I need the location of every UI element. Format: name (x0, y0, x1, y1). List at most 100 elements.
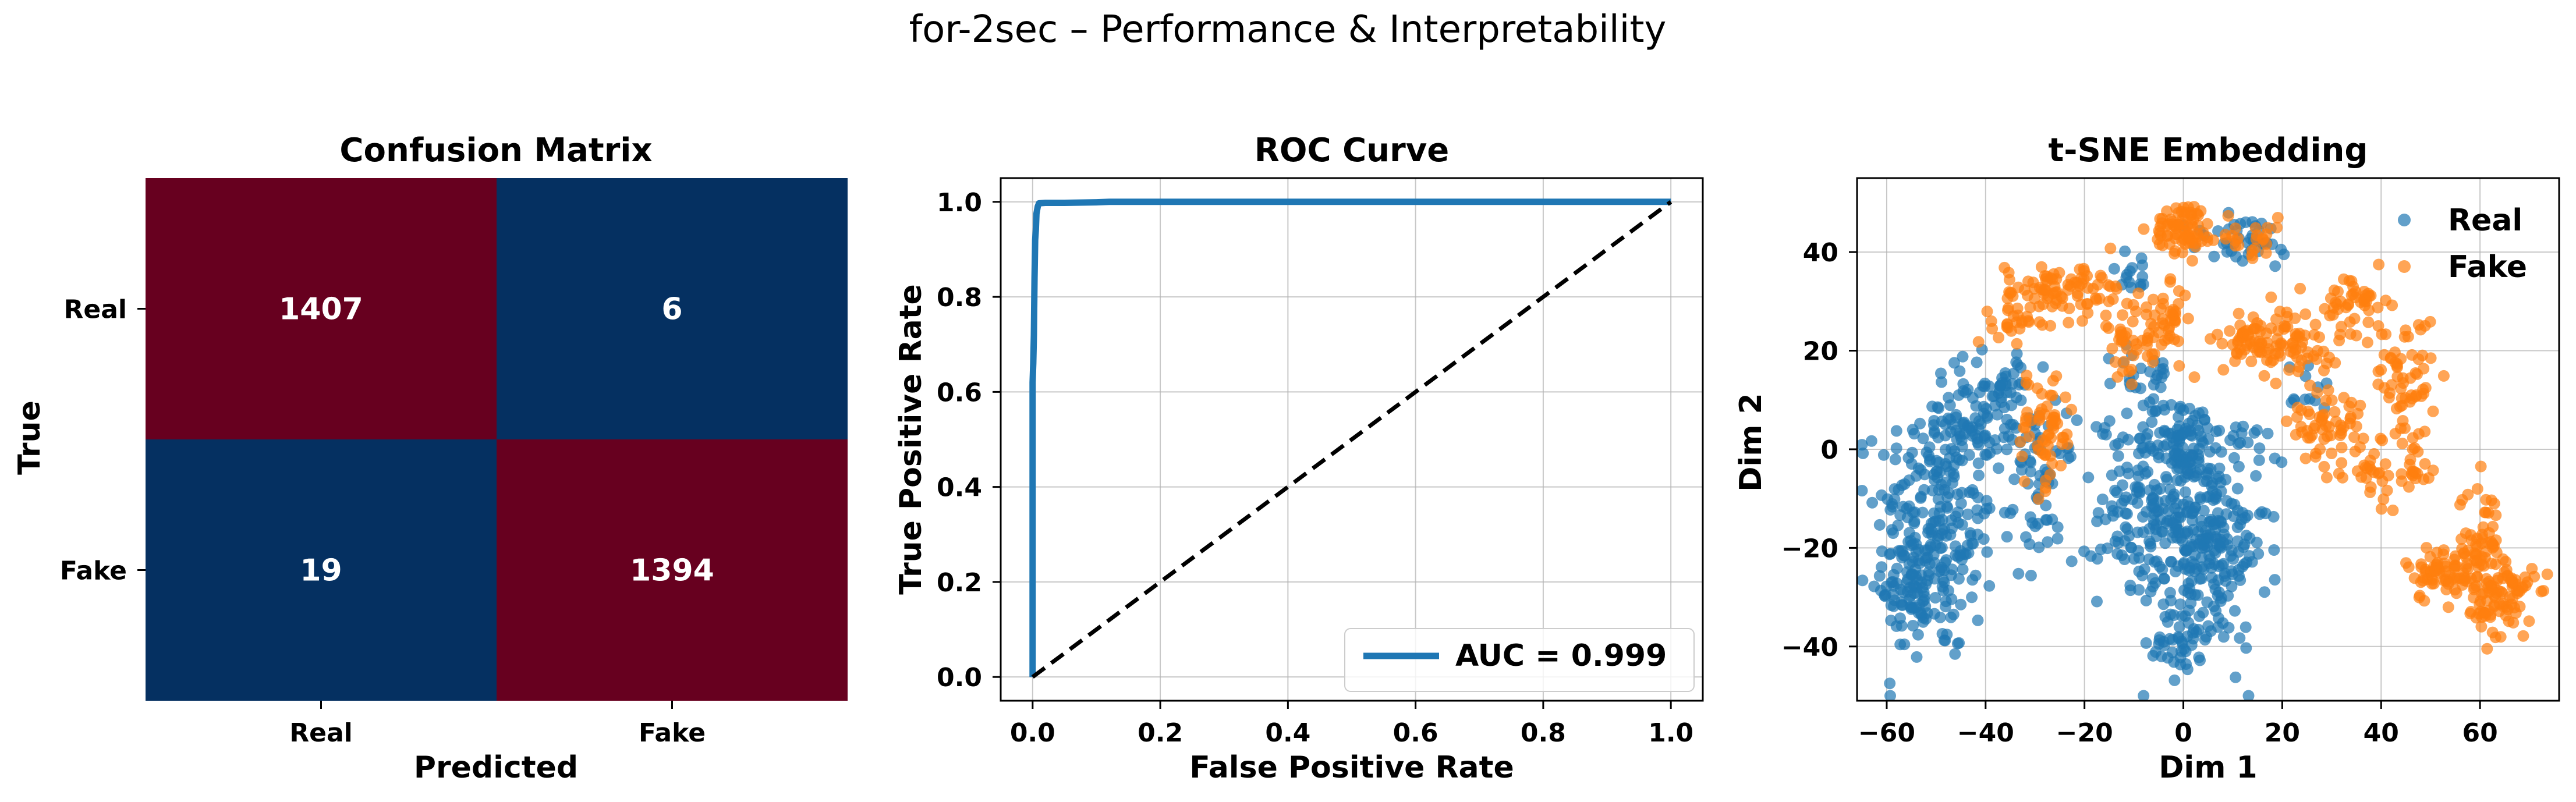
tsne-point (2147, 650, 2159, 662)
tsne-point (2042, 439, 2054, 452)
tsne-point (2481, 643, 2493, 655)
tsne-point (1907, 620, 1919, 631)
tsne-point (2381, 484, 2393, 496)
tsne-point (1971, 356, 1983, 368)
tsne-point (2216, 338, 2228, 350)
tsne-point (1910, 570, 1922, 582)
tsne-point (2051, 533, 2064, 545)
tsne-point (2120, 521, 2132, 533)
tsne-point (2260, 228, 2273, 240)
tsne-point (2217, 364, 2230, 376)
tsne-point (2194, 573, 2206, 585)
tsne-ticks: −60 −40 −20 0 20 40 60 −40 −20 0 20 40 (1781, 238, 2498, 748)
tsne-point (1876, 561, 1888, 573)
tsne-point (2320, 357, 2333, 370)
tsne-point (2154, 560, 2166, 573)
tsne-point (1890, 442, 1902, 455)
tsne-point (1885, 599, 1897, 611)
tsne-point (2308, 423, 2320, 435)
tsne-point (2227, 568, 2238, 580)
tsne-point (2219, 229, 2231, 241)
tsne-point (2308, 329, 2320, 341)
tsne-point (2267, 510, 2280, 523)
tsne-point (2237, 255, 2249, 267)
tsne-point (2127, 494, 2139, 505)
tsne-point (2271, 222, 2283, 233)
tsne-point (2240, 621, 2252, 633)
tsne-point (2138, 690, 2150, 702)
tsne-point (2233, 307, 2245, 320)
tsne-point (2485, 580, 2497, 592)
roc-curve-line (1029, 198, 1671, 677)
tsne-legend: Real Fake (2398, 203, 2527, 285)
tsne-point (2106, 469, 2118, 481)
tsne-point (2335, 424, 2347, 436)
tsne-point (2138, 563, 2150, 576)
tsne-point (2223, 622, 2235, 634)
tsne-point (2168, 674, 2181, 686)
tsne-point (2252, 548, 2265, 560)
tsne-point (2299, 308, 2312, 320)
tsne-point (2348, 313, 2361, 325)
tsne-point (2286, 338, 2298, 350)
tsne-point (2033, 316, 2046, 328)
tsne-point (2395, 423, 2407, 435)
tsne-point (2470, 580, 2482, 592)
tsne-point (2195, 205, 2207, 217)
tsne-point (2049, 411, 2061, 424)
tsne-point (2192, 219, 2204, 232)
tsne-point (2033, 541, 2045, 553)
tsne-point (1873, 519, 1886, 531)
roc-ytick-label: 0.4 (937, 473, 982, 503)
tsne-point (2012, 567, 2025, 580)
tsne-point (2168, 656, 2180, 668)
tsne-point (2018, 475, 2031, 488)
tsne-point (2050, 370, 2063, 382)
cm-cell-1-1 (497, 439, 848, 701)
tsne-point (2478, 587, 2490, 599)
tsne-point (2253, 454, 2265, 466)
tsne-point (2010, 356, 2022, 368)
tsne-point (1889, 453, 1901, 466)
tsne-point (2001, 443, 2013, 456)
tsne-point (2131, 344, 2143, 356)
tsne-point (2233, 239, 2245, 251)
tsne-point (2412, 446, 2424, 458)
tsne-point (1966, 574, 1979, 586)
tsne-point (2033, 300, 2045, 313)
tsne-point (2164, 273, 2177, 285)
tsne-point (1954, 365, 1966, 377)
tsne-point (2123, 467, 2135, 480)
tsne-point (2460, 573, 2472, 585)
tsne-point (2498, 566, 2510, 579)
tsne-point (1999, 261, 2011, 274)
tsne-point (2140, 594, 2152, 606)
tsne-point (2140, 637, 2152, 649)
tsne-point (2120, 508, 2132, 520)
tsne-point (2422, 472, 2435, 484)
tsne-point (2207, 494, 2219, 506)
tsne-point (2198, 563, 2210, 575)
tsne-point (2146, 405, 2159, 417)
tsne-point (2135, 363, 2147, 374)
tsne-point (2169, 228, 2181, 240)
tsne-point (2065, 555, 2078, 567)
tsne-point (2322, 384, 2334, 396)
tsne-point (1993, 462, 2004, 474)
tsne-point (2107, 293, 2119, 305)
tsne-point (1877, 449, 1890, 461)
tsne-point (2449, 584, 2461, 596)
tsne-point (2229, 222, 2241, 235)
tsne-point (2314, 443, 2326, 455)
tsne-point (1991, 409, 2003, 421)
tsne-point (2242, 329, 2254, 342)
tsne-point (2203, 446, 2216, 458)
tsne-point (1902, 452, 1915, 464)
tsne-xtick-label: −40 (1957, 718, 2014, 748)
tsne-point (2046, 389, 2058, 402)
tsne-point (2060, 391, 2071, 403)
tsne-point (2126, 378, 2138, 391)
tsne-point (2425, 352, 2437, 364)
tsne-point (2056, 292, 2068, 304)
tsne-point (2362, 288, 2375, 300)
